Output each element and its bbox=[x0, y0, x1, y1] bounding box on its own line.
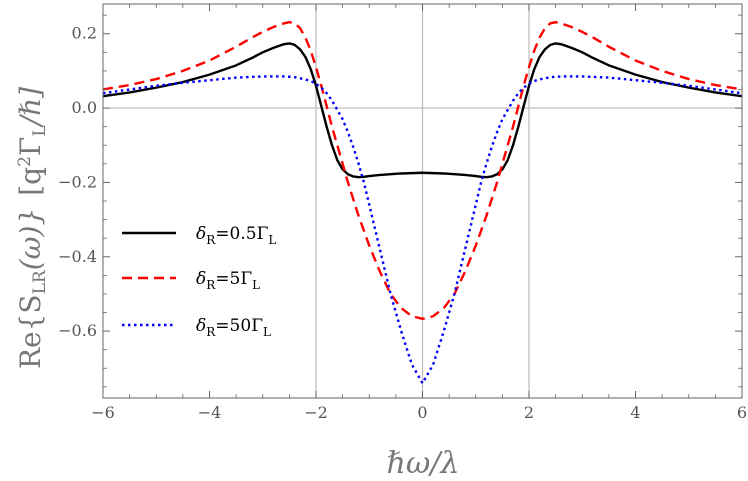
x-tick-label-5: 4 bbox=[630, 403, 640, 422]
legend-2-sub-l: L bbox=[263, 325, 271, 339]
series-layer bbox=[102, 21, 743, 385]
y-tick-label-4: 0.2 bbox=[72, 24, 97, 43]
y-label-omega: (ω)} bbox=[14, 208, 47, 271]
legend-0-sub-l: L bbox=[268, 233, 276, 247]
legend-1-eq: =5 bbox=[215, 269, 240, 289]
y-label-sup-2: 2 bbox=[15, 156, 35, 167]
legend-1-gamma: Γ bbox=[240, 269, 252, 289]
x-axis-label: ℏω/λ bbox=[387, 446, 460, 481]
grid-lines bbox=[103, 4, 742, 398]
legend-item-0: δR=0.5ΓL bbox=[122, 224, 276, 247]
x-tick-label-3: 0 bbox=[417, 403, 427, 422]
y-axis-label: Re{SLR(ω)} [q2ΓL/ℏ] bbox=[14, 87, 50, 369]
legend-label-1: δR=5ΓL bbox=[196, 269, 260, 292]
series-line-1 bbox=[102, 21, 743, 321]
series-line-2 bbox=[102, 75, 743, 385]
x-tick-label-4: 2 bbox=[524, 403, 534, 422]
y-label-re: Re{S bbox=[14, 294, 47, 369]
ticks: −6 −4 −2 0 2 4 6 −0.6 −0.4 −0.2 0.0 0.2 bbox=[58, 4, 747, 422]
legend-0-delta: δ bbox=[196, 224, 206, 244]
legend-1-sub-l: L bbox=[252, 278, 260, 292]
y-label-units-close: /ℏ] bbox=[14, 87, 47, 128]
x-tick-label-1: −4 bbox=[198, 403, 222, 422]
y-label-units-open: [q bbox=[14, 167, 47, 196]
legend-2-sub-r: R bbox=[206, 325, 216, 339]
series-line-0 bbox=[102, 42, 743, 179]
legend-0-sub-r: R bbox=[206, 233, 216, 247]
legend-label-2: δR=50ΓL bbox=[196, 316, 271, 339]
legend-1-sub-r: R bbox=[206, 278, 216, 292]
y-tick-label-3: 0.0 bbox=[72, 98, 97, 117]
y-tick-label-1: −0.4 bbox=[58, 247, 97, 266]
x-tick-label-0: −6 bbox=[91, 403, 115, 422]
legend-2-eq: =50 bbox=[215, 316, 251, 336]
legend-item-1: δR=5ΓL bbox=[122, 269, 260, 292]
y-label-gamma: Γ bbox=[14, 137, 47, 156]
x-tick-label-2: −2 bbox=[304, 403, 328, 422]
legend-2-gamma: Γ bbox=[251, 316, 263, 336]
y-tick-label-0: −0.6 bbox=[58, 321, 97, 340]
legend-0-eq: =0.5 bbox=[215, 224, 256, 244]
y-label-sub-l: L bbox=[30, 125, 50, 136]
legend-2-delta: δ bbox=[196, 316, 206, 336]
legend-0-gamma: Γ bbox=[257, 224, 269, 244]
y-label-sub-lr: LR bbox=[30, 269, 50, 294]
legend: δR=0.5ΓL δR=5ΓL δR=50ΓL bbox=[122, 224, 276, 339]
legend-item-2: δR=50ΓL bbox=[122, 316, 271, 339]
legend-label-0: δR=0.5ΓL bbox=[196, 224, 276, 247]
legend-1-delta: δ bbox=[196, 269, 206, 289]
x-tick-label-6: 6 bbox=[737, 403, 747, 422]
y-tick-label-2: −0.2 bbox=[58, 172, 97, 191]
